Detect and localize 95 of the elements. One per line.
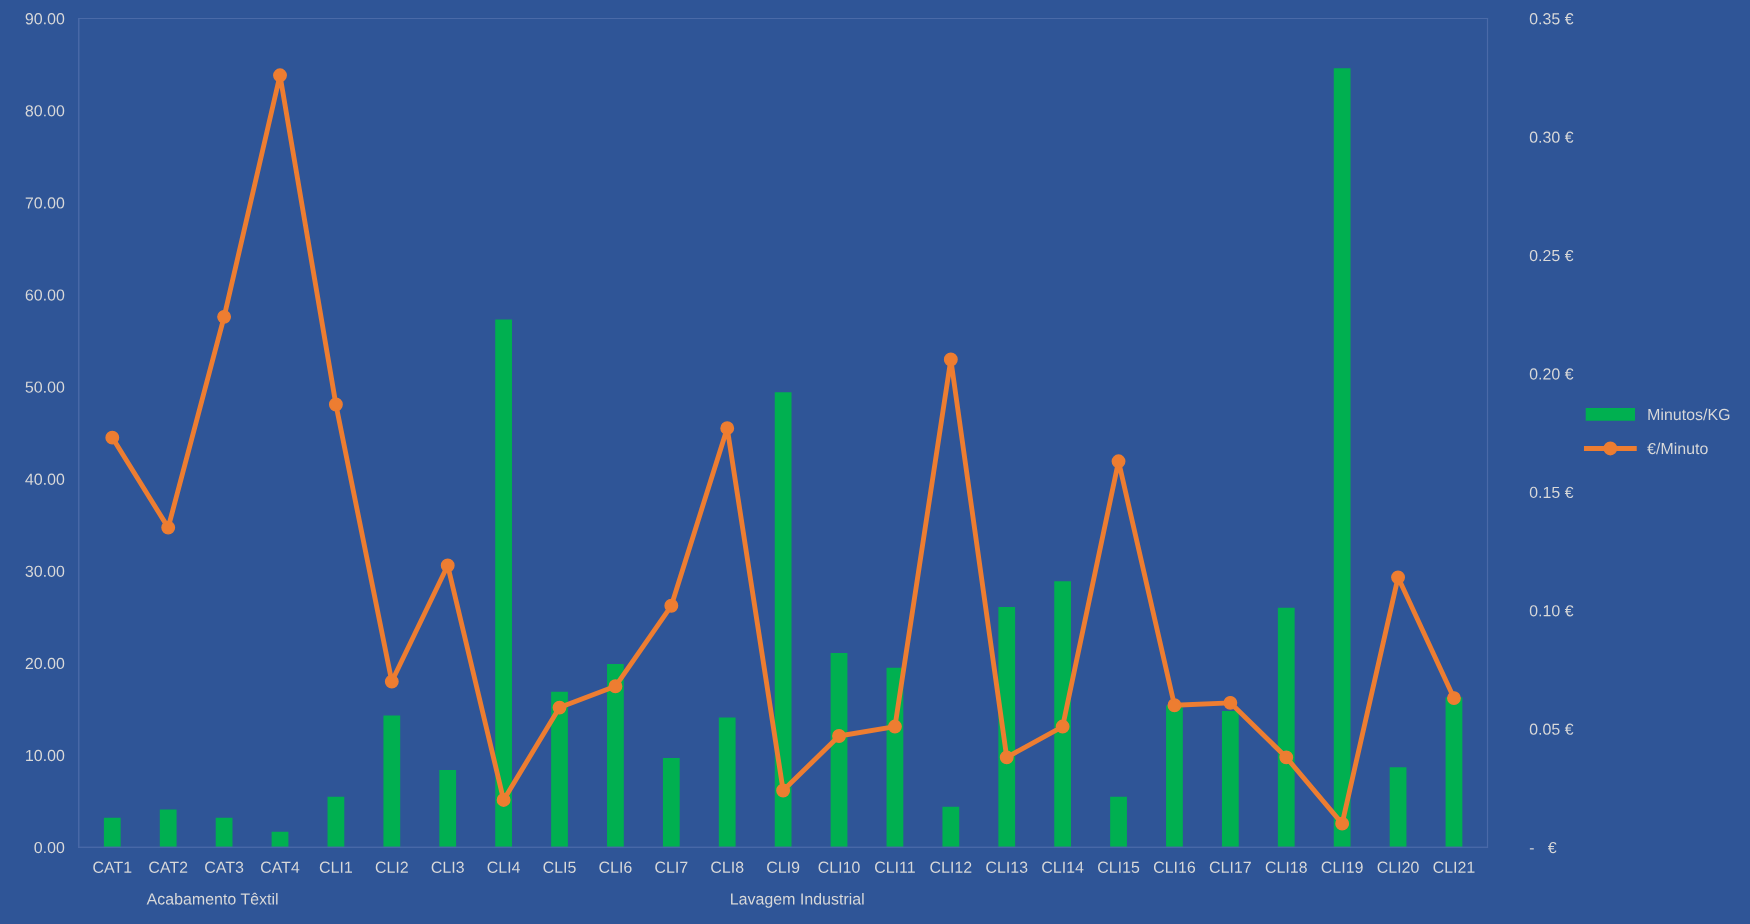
point [440,558,455,573]
y2-tick-label: - € [1529,841,1557,854]
x-tick-label: CLI2 [375,861,408,873]
x-tick-label: CLI19 [1321,861,1363,873]
bar [1110,796,1127,848]
point [273,68,287,83]
point [217,309,232,324]
y-tick-label: 40.00 [25,473,65,485]
x-tick-label: CLI6 [599,861,632,873]
bar [103,817,121,848]
point [384,674,399,689]
point [552,700,567,715]
point [1111,454,1126,469]
legend-label: Minutos/KG [1648,408,1730,421]
y-tick-label: 50.00 [25,381,65,393]
point [720,421,735,436]
point [664,598,679,613]
y-tick-label: 90.00 [25,13,65,25]
x-tick-label: CLI11 [875,861,915,873]
y2-tick-label: 0.15 € [1529,486,1574,499]
x-tick-label: CLI20 [1377,861,1419,873]
y2-tick-label: 0.30 € [1529,131,1574,143]
bar [1277,607,1295,848]
bar [718,717,736,848]
x-tick-label: CLI7 [655,861,688,873]
bar [774,392,792,848]
point [1447,691,1461,706]
bar [830,652,848,848]
y-tick-label: 10.00 [26,749,65,762]
bar [159,809,177,848]
point [1055,719,1070,734]
point [608,679,623,694]
x-tick-label: CLI18 [1265,861,1307,873]
y-tick-label: 20.00 [25,657,65,670]
x-tick-label: CAT4 [260,861,300,873]
point [1279,750,1294,765]
point [161,520,176,535]
bar [271,831,289,848]
x-tick-label: CAT1 [93,861,132,873]
y-tick-label: 70.00 [25,197,65,209]
x-tick-label: CLI4 [487,861,521,873]
point [496,793,511,807]
legend-label: €/Minuto [1647,442,1708,455]
x-tick-label: CAT2 [149,861,188,873]
point [1391,570,1406,585]
x-tick-label: CLI12 [930,861,972,873]
x-tick-label: CLI16 [1153,861,1196,873]
point [1167,698,1182,713]
bar [1054,581,1072,848]
x-tick-label: CLI3 [431,861,464,873]
bar [942,806,960,848]
x-tick-label: CLI15 [1098,861,1140,873]
x-tick-label: CAT3 [205,861,244,873]
y2-tick-label: 0.35 € [1529,13,1574,25]
bar [439,769,457,848]
x-tick-label: CLI9 [767,861,800,873]
x-tick-label: CLI17 [1209,861,1251,873]
point [105,430,120,445]
x-tick-label: CLI10 [818,861,860,873]
y2-tick-label: 0.05 € [1529,723,1574,735]
point [887,719,902,734]
bar [1445,697,1463,848]
y-tick-label: 60.00 [25,289,65,301]
bar [662,757,680,848]
y2-tick-label: 0.20 € [1529,368,1574,380]
point [943,352,958,367]
bar [215,817,233,848]
bar [1333,68,1351,848]
point [328,397,343,412]
bar [551,691,568,848]
y-tick-label: 30.00 [25,565,65,577]
point [1335,816,1350,831]
x-tick-label: CLI13 [986,861,1028,873]
x-tick-label: CLI8 [711,861,744,873]
x-tick-label: CLI1 [319,861,352,873]
bar [1389,767,1407,848]
x-tick-label: CLI21 [1433,861,1475,873]
point [1223,695,1238,710]
y-tick-label: 80.00 [25,105,65,117]
x-tick-label: CLI14 [1042,861,1084,873]
point [999,750,1014,765]
y2-tick-label: 0.10 € [1529,605,1574,617]
point [776,783,791,798]
point [832,729,846,743]
bar [607,664,624,848]
bar [495,319,512,848]
bar [327,796,345,848]
text: Acabamento Têxtil [146,892,278,905]
bar [383,715,401,848]
y2-tick-label: 0.25 € [1529,249,1574,262]
y-tick-label: 0.00 [34,841,65,854]
x-tick-label: CLI5 [543,861,576,873]
bar [1221,711,1239,848]
bar [1166,705,1183,848]
text: Lavagem Industrial [731,892,864,908]
